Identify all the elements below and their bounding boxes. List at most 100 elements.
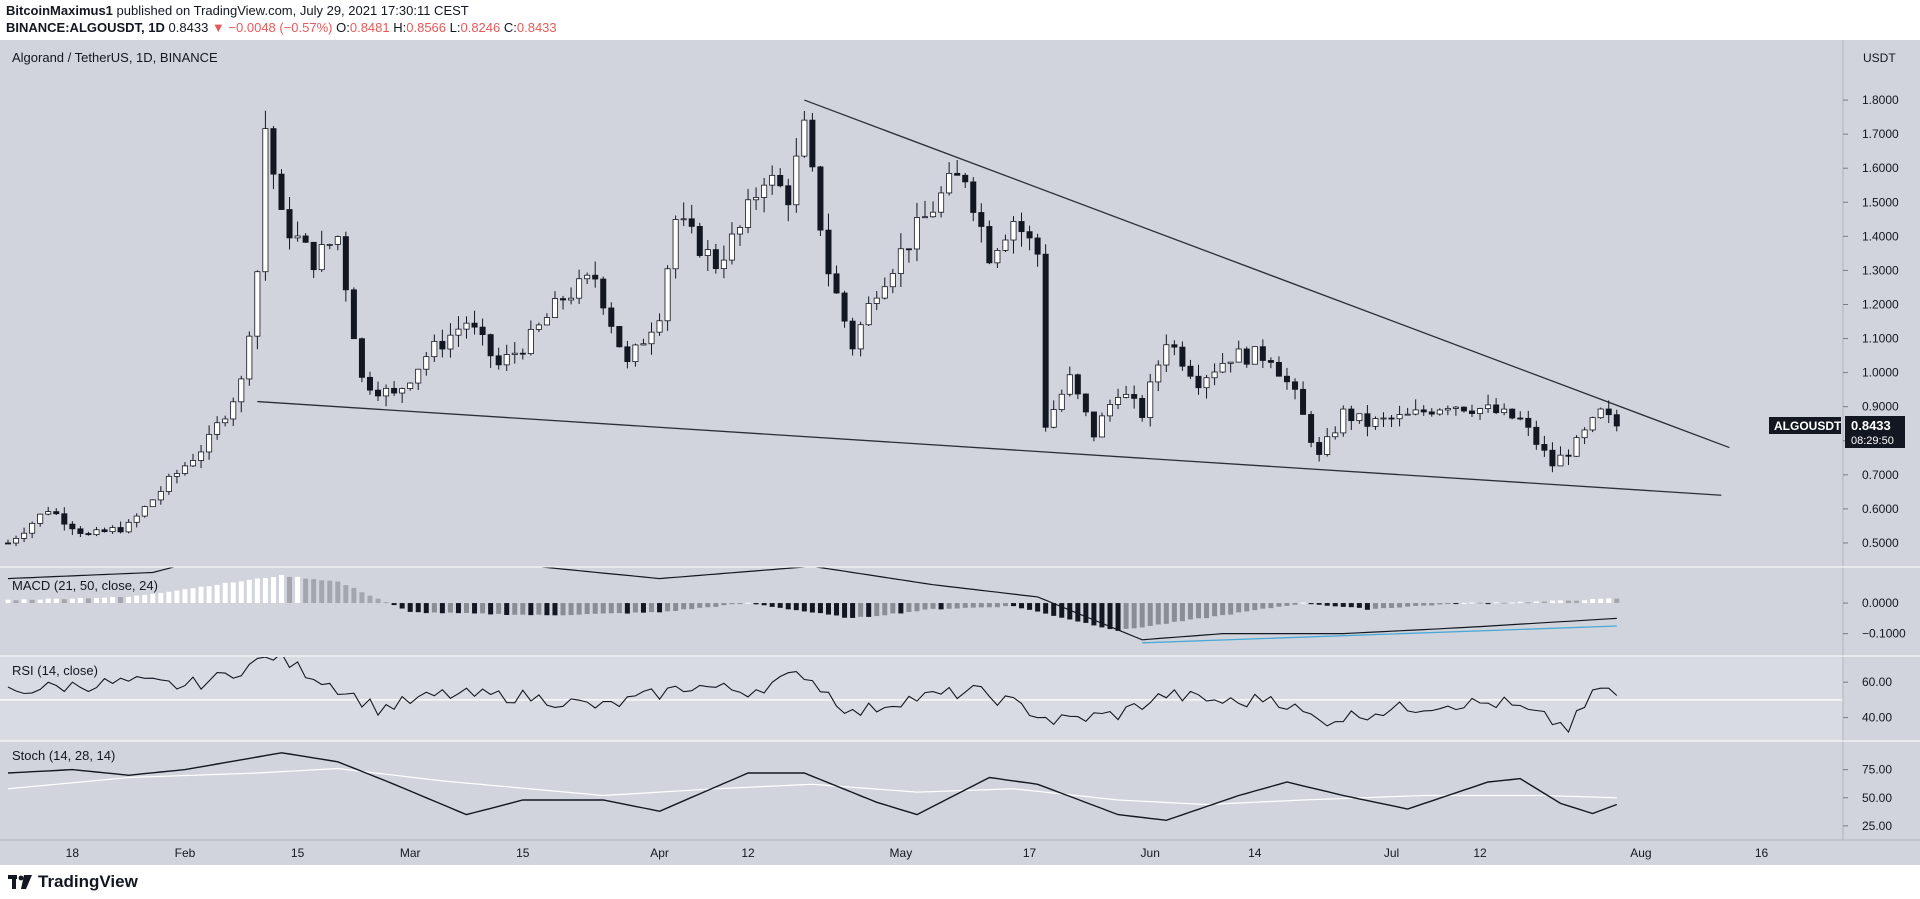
down-candle xyxy=(302,235,309,243)
time-axis-tick-label: 12 xyxy=(741,846,755,860)
macd-histogram-bar xyxy=(262,578,268,604)
up-candle xyxy=(125,521,132,533)
macd-histogram-bar xyxy=(745,602,751,604)
up-candle xyxy=(946,172,953,194)
down-candle xyxy=(1509,408,1516,419)
up-candle xyxy=(1123,394,1130,398)
author-name[interactable]: BitcoinMaximus1 xyxy=(6,3,113,18)
down-candle xyxy=(286,209,293,239)
macd-histogram-bar xyxy=(1284,603,1290,606)
macd-histogram-bar xyxy=(697,603,703,608)
macd-histogram-bar xyxy=(1598,598,1604,604)
down-candle xyxy=(809,119,816,168)
macd-histogram-bar xyxy=(1123,603,1129,629)
up-candle xyxy=(745,199,752,228)
macd-histogram-bar xyxy=(858,603,864,617)
up-candle xyxy=(801,119,808,157)
price-axis-tick-label: 0.9000 xyxy=(1862,400,1899,414)
price-chart-title: Algorand / TetherUS, 1D, BINANCE xyxy=(12,50,218,65)
up-candle xyxy=(656,320,663,333)
macd-histogram-bar xyxy=(1067,603,1073,620)
time-axis-tick-label: 15 xyxy=(291,846,305,860)
down-candle xyxy=(1549,449,1556,467)
macd-histogram-bar xyxy=(158,592,164,604)
tradingview-logo-icon xyxy=(8,875,32,889)
macd-histogram-bar xyxy=(1445,603,1451,605)
symbol-tag xyxy=(1769,417,1841,434)
macd-histogram-bar xyxy=(1461,602,1467,604)
up-candle xyxy=(423,356,430,370)
macd-histogram-bar xyxy=(1276,603,1282,607)
down-candle xyxy=(1541,444,1548,451)
macd-histogram-bar xyxy=(1517,601,1523,604)
chart-area[interactable]: 0.50000.60000.70000.80000.90001.00001.10… xyxy=(0,40,1920,865)
macd-histogram-bar xyxy=(1027,603,1033,610)
down-candle xyxy=(1468,410,1475,414)
down-candle xyxy=(1243,348,1250,365)
macd-histogram-bar xyxy=(1566,600,1572,604)
time-axis-tick-label: 14 xyxy=(1248,846,1262,860)
down-candle xyxy=(85,533,92,536)
down-candle xyxy=(101,529,108,533)
macd-histogram-bar xyxy=(1075,603,1081,622)
macd-histogram-bar xyxy=(632,603,638,613)
up-candle xyxy=(897,248,904,274)
macd-histogram-bar xyxy=(343,585,349,604)
macd-histogram-bar xyxy=(1260,603,1266,609)
tradingview-logo-text: TradingView xyxy=(38,872,138,891)
down-candle xyxy=(1525,417,1532,428)
macd-histogram-bar xyxy=(407,603,413,612)
down-candle xyxy=(366,376,373,391)
macd-histogram-bar xyxy=(1413,603,1419,606)
macd-histogram-bar xyxy=(134,595,140,604)
macd-histogram-bar xyxy=(246,579,252,604)
macd-histogram-bar xyxy=(1364,603,1370,610)
macd-histogram-bar xyxy=(721,603,727,606)
up-candle xyxy=(246,335,253,380)
macd-histogram-bar xyxy=(753,603,759,605)
macd-histogram-bar xyxy=(1477,602,1483,604)
macd-histogram-bar xyxy=(270,577,276,604)
down-candle xyxy=(5,542,11,545)
stoch-axis-tick-label: 25.00 xyxy=(1862,819,1892,833)
macd-histogram-bar xyxy=(1429,603,1435,606)
macd-histogram-bar xyxy=(206,586,212,604)
macd-histogram-bar xyxy=(898,603,904,614)
time-axis-tick-label: Jun xyxy=(1141,846,1160,860)
macd-histogram-bar xyxy=(327,580,333,604)
tradingview-logo[interactable]: TradingView xyxy=(8,872,138,892)
macd-histogram-bar xyxy=(335,581,341,604)
macd-histogram-bar xyxy=(793,603,799,611)
up-candle xyxy=(1147,381,1154,418)
high-value: 0.8566 xyxy=(406,20,447,35)
up-candle xyxy=(664,268,671,322)
macd-histogram-bar xyxy=(1010,603,1016,607)
down-candle xyxy=(1364,413,1371,427)
macd-histogram-bar xyxy=(150,593,156,604)
up-candle xyxy=(1372,418,1379,427)
macd-histogram-bar xyxy=(1187,603,1193,620)
macd-histogram-bar xyxy=(560,603,566,616)
down-candle xyxy=(77,528,84,534)
down-candle xyxy=(1517,417,1524,420)
up-candle xyxy=(922,216,929,219)
chart-header: BitcoinMaximus1 published on TradingView… xyxy=(0,0,1920,40)
macd-axis-tick-label: 0.0000 xyxy=(1862,596,1899,610)
time-axis-tick-label: May xyxy=(890,846,913,860)
down-candle xyxy=(817,166,824,231)
macd-histogram-bar xyxy=(1340,603,1346,607)
macd-histogram-bar xyxy=(1204,603,1210,619)
down-candle xyxy=(1388,417,1395,420)
up-candle xyxy=(141,506,148,517)
down-candle xyxy=(358,338,365,378)
down-candle xyxy=(350,289,357,340)
macd-line xyxy=(7,567,1617,641)
macd-histogram-bar xyxy=(552,603,558,616)
macd-histogram-bar xyxy=(785,603,791,610)
macd-histogram-bar xyxy=(1002,603,1008,607)
macd-histogram-bar xyxy=(367,595,373,604)
down-candle xyxy=(1187,365,1194,377)
macd-histogram-bar xyxy=(423,603,429,614)
chart-canvas[interactable]: 0.50000.60000.70000.80000.90001.00001.10… xyxy=(0,40,1920,865)
rsi-line xyxy=(7,657,1618,734)
